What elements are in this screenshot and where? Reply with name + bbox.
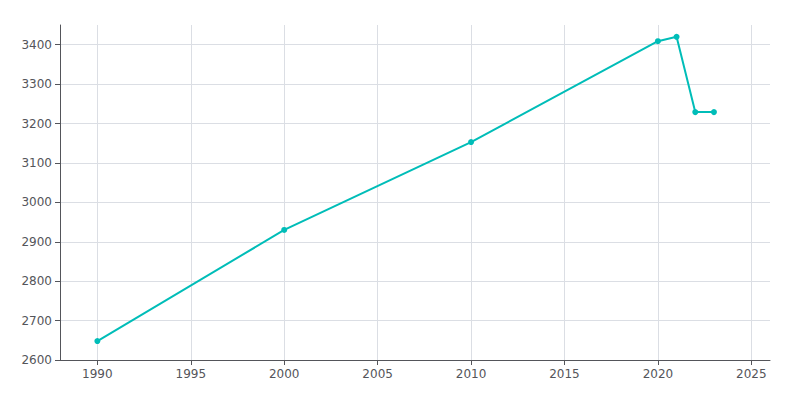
- svg-text:2000: 2000: [269, 367, 300, 381]
- svg-text:2025: 2025: [736, 367, 767, 381]
- svg-text:2020: 2020: [643, 367, 674, 381]
- svg-text:3400: 3400: [21, 38, 52, 52]
- svg-text:3100: 3100: [21, 156, 52, 170]
- svg-text:2600: 2600: [21, 353, 52, 367]
- svg-text:2015: 2015: [549, 367, 580, 381]
- svg-text:2005: 2005: [362, 367, 393, 381]
- svg-text:3200: 3200: [21, 117, 52, 131]
- svg-text:2900: 2900: [21, 235, 52, 249]
- svg-text:2800: 2800: [21, 274, 52, 288]
- svg-text:2700: 2700: [21, 314, 52, 328]
- svg-text:3000: 3000: [21, 195, 52, 209]
- svg-text:1995: 1995: [176, 367, 207, 381]
- svg-text:1990: 1990: [82, 367, 113, 381]
- svg-text:2010: 2010: [456, 367, 487, 381]
- svg-text:3300: 3300: [21, 77, 52, 91]
